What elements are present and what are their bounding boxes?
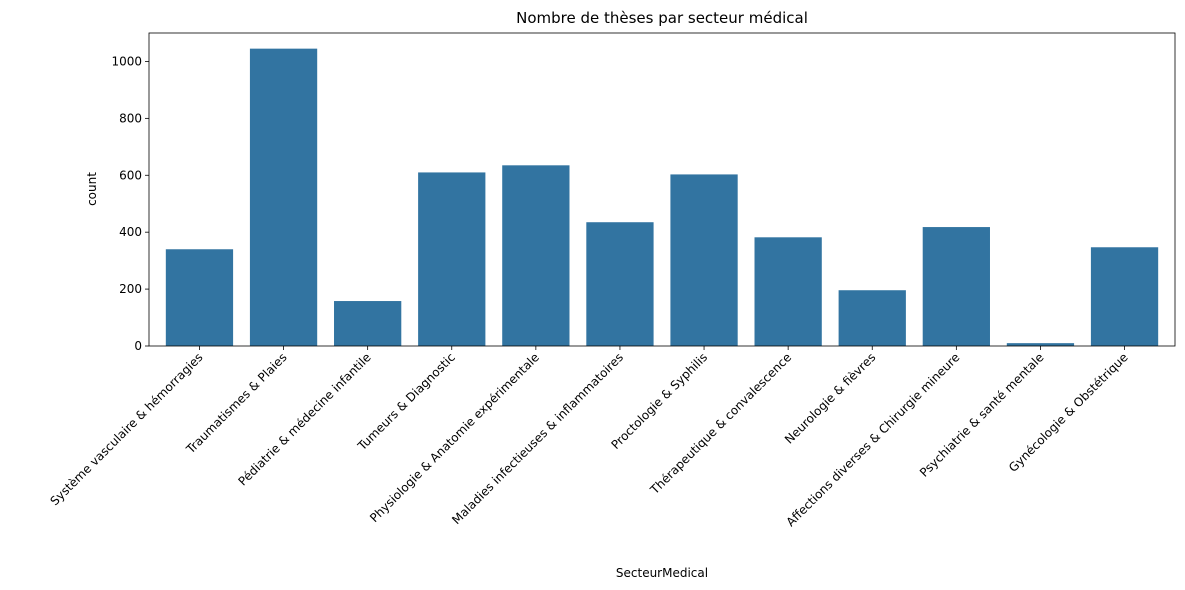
bar-5 xyxy=(586,222,654,346)
bar-0 xyxy=(165,249,234,346)
x-tick-label: Physiologie & Anatomie expérimentale xyxy=(367,350,542,525)
y-tick-label: 800 xyxy=(119,111,142,125)
chart-title: Nombre de thèses par secteur médical xyxy=(516,9,808,27)
bar-2 xyxy=(334,301,402,346)
bar-9 xyxy=(922,227,990,346)
y-axis: 0 200 400 600 800 1000 xyxy=(111,54,149,353)
y-axis-label: count xyxy=(85,172,99,206)
x-tick-label: Maladies infectieuses & inflammatoires xyxy=(449,350,626,527)
y-tick-label: 0 xyxy=(134,339,142,353)
y-tick-label: 400 xyxy=(119,225,142,239)
x-tick-label: Affections diverses & Chirurgie mineure xyxy=(783,350,962,529)
bar-11 xyxy=(1090,247,1159,346)
bar-1 xyxy=(249,48,318,347)
x-tick-label: Tumeurs & Diagnostic xyxy=(354,350,457,453)
x-tick-label: Pédiatrie & médecine infantile xyxy=(236,350,374,488)
x-tick-label: Système vasculaire & hémorragies xyxy=(48,350,206,508)
y-tick-label: 200 xyxy=(119,282,142,296)
x-tick-label: Neurologie & fièvres xyxy=(782,350,878,446)
y-tick-label: 600 xyxy=(119,168,142,182)
bar-4 xyxy=(502,165,570,346)
x-tick-label: Thérapeutique & convalescence xyxy=(647,350,794,497)
bars-group xyxy=(165,48,1159,347)
bar-6 xyxy=(670,174,738,346)
x-axis: Système vasculaire & hémorragiesTraumati… xyxy=(48,346,1131,529)
plot-frame xyxy=(148,32,1176,347)
bar-7 xyxy=(754,237,822,346)
x-tick-label: Proctologie & Syphilis xyxy=(608,350,710,452)
bar-3 xyxy=(418,172,486,346)
bar-10 xyxy=(1006,343,1075,346)
bar-8 xyxy=(838,290,906,346)
y-tick-label: 1000 xyxy=(111,54,142,68)
x-axis-label: SecteurMedical xyxy=(616,566,708,580)
